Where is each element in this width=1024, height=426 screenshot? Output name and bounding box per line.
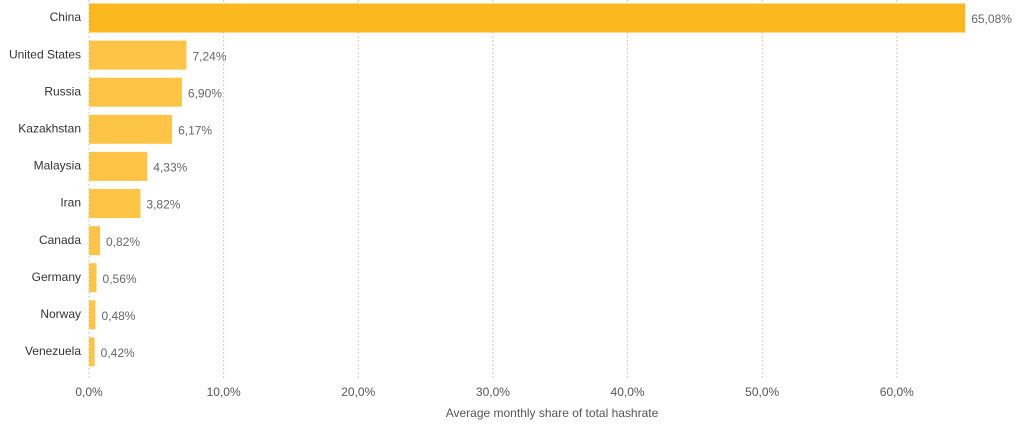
y-tick-label: Venezuela bbox=[25, 344, 81, 358]
bar bbox=[89, 300, 96, 330]
bar bbox=[89, 3, 966, 33]
bar bbox=[89, 226, 101, 256]
bar bbox=[89, 77, 182, 107]
value-label: 0,42% bbox=[101, 346, 135, 360]
bar bbox=[89, 40, 187, 70]
value-label: 0,56% bbox=[103, 272, 137, 286]
x-tick-label: 0,0% bbox=[75, 385, 103, 399]
value-label: 65,08% bbox=[971, 12, 1012, 26]
x-tick-label: 30,0% bbox=[476, 385, 510, 399]
y-tick-label: Kazakhstan bbox=[18, 121, 81, 135]
value-label: 0,48% bbox=[101, 309, 135, 323]
y-tick-label: Russia bbox=[44, 84, 81, 98]
y-tick-label: Norway bbox=[40, 307, 81, 321]
value-label: 6,17% bbox=[178, 123, 212, 137]
value-label: 4,33% bbox=[153, 161, 187, 175]
x-tick-label: 60,0% bbox=[880, 385, 914, 399]
bar bbox=[89, 189, 141, 218]
value-label: 7,24% bbox=[192, 49, 226, 63]
y-tick-label: Malaysia bbox=[34, 159, 82, 173]
y-tick-label: Iran bbox=[60, 196, 81, 210]
x-tick-label: 50,0% bbox=[745, 385, 779, 399]
value-label: 0,82% bbox=[106, 235, 140, 249]
y-tick-label: Canada bbox=[39, 233, 81, 247]
x-tick-label: 10,0% bbox=[207, 385, 241, 399]
value-label: 6,90% bbox=[188, 86, 222, 100]
bar bbox=[89, 337, 95, 367]
x-tick-label: 20,0% bbox=[341, 385, 375, 399]
y-tick-label: China bbox=[50, 10, 82, 24]
y-tick-label: United States bbox=[9, 47, 81, 61]
x-axis-title: Average monthly share of total hashrate bbox=[446, 406, 659, 420]
x-tick-label: 40,0% bbox=[611, 385, 645, 399]
bar bbox=[89, 263, 97, 293]
bar bbox=[89, 151, 148, 181]
y-tick-label: Germany bbox=[32, 270, 81, 284]
value-label: 3,82% bbox=[146, 198, 180, 212]
bar bbox=[89, 114, 173, 144]
